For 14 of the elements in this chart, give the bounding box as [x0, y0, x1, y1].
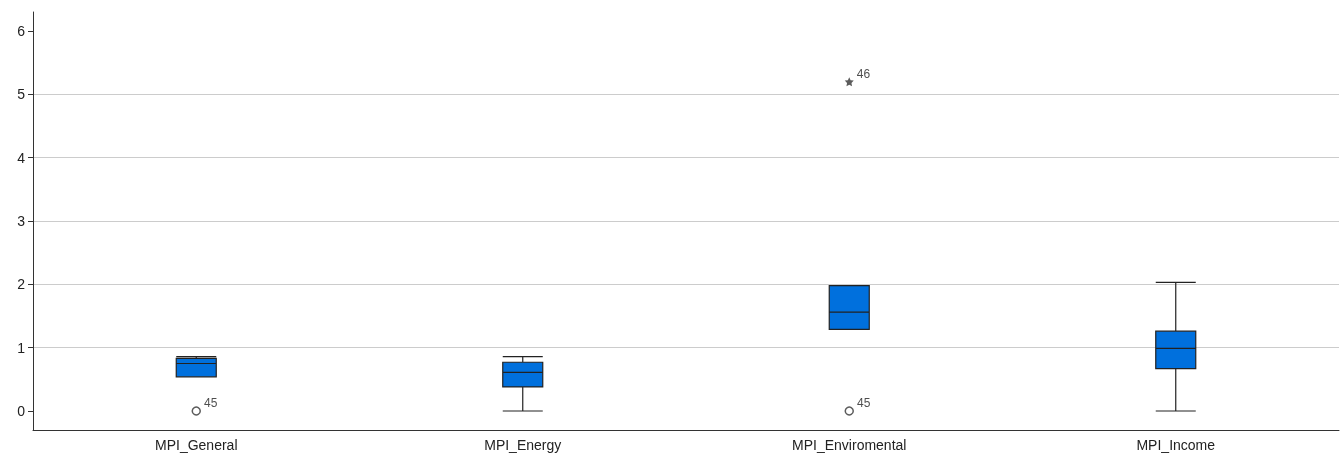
y-tick-label: 5: [17, 86, 26, 103]
y-tick-label: 1: [17, 339, 26, 356]
annotation: 45: [857, 396, 871, 410]
x-tick-label: MPI_Energy: [484, 437, 562, 453]
y-tick-label: 3: [17, 213, 26, 229]
x-tick-label: MPI_Enviromental: [792, 437, 907, 453]
y-tick-label: 4: [17, 149, 26, 166]
y-tick-label: 2: [17, 276, 26, 293]
y-tick-label: 6: [17, 23, 26, 39]
x-tick-label: MPI_General: [155, 437, 238, 453]
x-tick-label: MPI_Income: [1136, 437, 1216, 453]
annotation: 45: [204, 396, 218, 410]
annotation: 46: [856, 66, 871, 81]
y-tick-label: 0: [17, 403, 26, 419]
